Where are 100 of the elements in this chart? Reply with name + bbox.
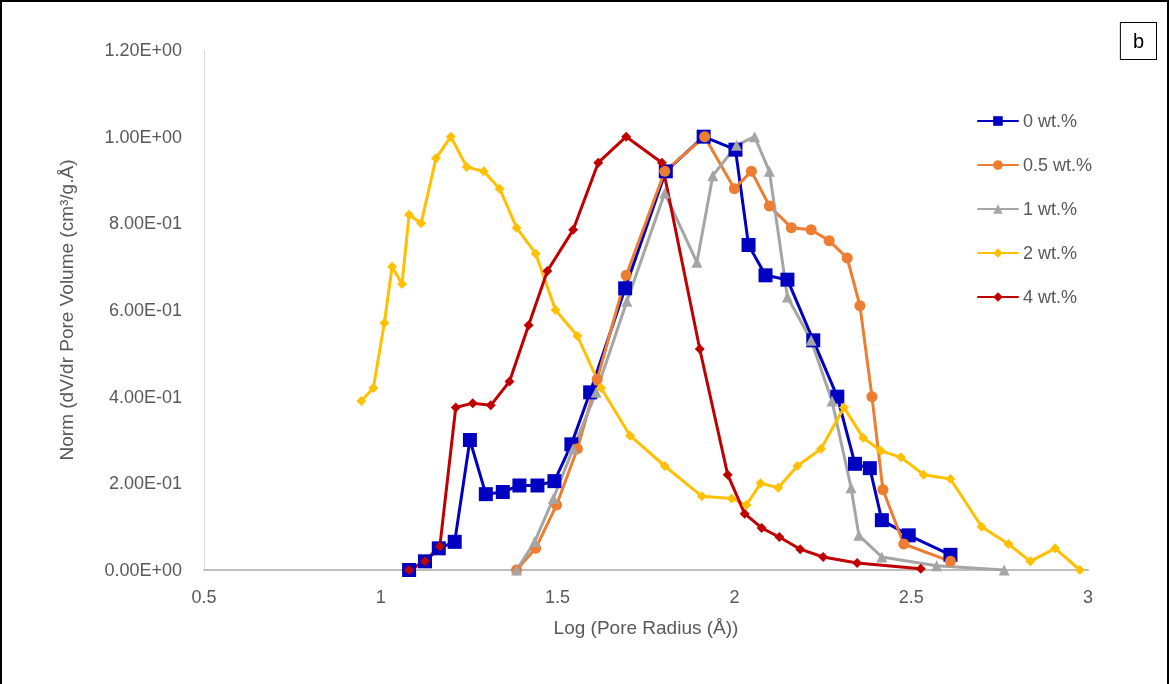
point — [495, 485, 510, 499]
point — [485, 400, 496, 411]
x-tick-label: 0.5 — [191, 587, 217, 607]
point — [773, 482, 784, 493]
point — [416, 218, 427, 229]
point — [874, 513, 889, 528]
y-tick-label: 1.20E+00 — [104, 40, 182, 60]
point — [792, 461, 803, 471]
point — [944, 555, 956, 567]
point — [430, 153, 441, 164]
point — [529, 536, 541, 548]
point — [593, 157, 604, 168]
point — [741, 238, 756, 252]
y-tick-label: 1.00E+00 — [104, 126, 182, 147]
point — [915, 563, 926, 574]
point — [621, 131, 632, 142]
point — [845, 482, 857, 494]
point — [805, 334, 817, 346]
point — [542, 266, 553, 276]
point — [998, 564, 1010, 576]
point — [618, 281, 633, 296]
point — [462, 433, 477, 447]
point — [1050, 543, 1061, 554]
legend-label: 2 wt.% — [1022, 243, 1077, 263]
point — [404, 209, 415, 220]
y-tick-label: 2.00E-01 — [108, 473, 182, 494]
point — [530, 478, 545, 493]
point — [854, 300, 866, 312]
point — [696, 491, 707, 502]
point — [523, 320, 534, 331]
point — [755, 478, 766, 489]
point — [656, 157, 667, 168]
point — [826, 395, 838, 407]
y-tick-label: 0.00E+00 — [104, 560, 182, 580]
point — [397, 279, 408, 289]
point — [1025, 556, 1036, 567]
point — [512, 478, 527, 493]
point — [591, 373, 603, 385]
point — [567, 443, 579, 455]
point — [728, 183, 740, 195]
point — [379, 318, 390, 328]
point — [659, 461, 670, 471]
point — [931, 560, 943, 572]
point — [847, 456, 862, 471]
point — [445, 131, 456, 142]
point — [550, 305, 561, 315]
point — [866, 391, 878, 403]
point — [763, 165, 775, 177]
point — [568, 224, 579, 235]
point — [726, 493, 737, 504]
point — [763, 200, 775, 212]
point — [621, 295, 633, 307]
point — [494, 183, 505, 194]
point — [895, 452, 906, 463]
point — [530, 248, 541, 259]
point — [572, 331, 583, 341]
point — [858, 432, 869, 443]
point — [1003, 539, 1014, 549]
point — [625, 430, 636, 441]
point — [805, 224, 817, 236]
point — [356, 396, 367, 406]
point — [511, 222, 522, 233]
point — [756, 522, 767, 533]
text: b — [1132, 30, 1144, 52]
point — [818, 552, 829, 562]
x-tick-label: 1 — [375, 587, 386, 607]
point — [841, 252, 853, 264]
point — [596, 383, 607, 393]
point — [816, 443, 827, 454]
point — [839, 402, 850, 413]
point — [434, 541, 445, 552]
point — [862, 461, 877, 476]
point — [976, 521, 987, 532]
point — [659, 187, 671, 199]
point — [1074, 565, 1085, 575]
point — [467, 398, 478, 409]
point — [739, 508, 750, 519]
y-tick-label: 4.00E-01 — [108, 386, 182, 407]
point — [447, 534, 462, 549]
point — [901, 528, 916, 543]
point — [898, 538, 910, 550]
point — [877, 484, 889, 496]
point — [774, 532, 785, 543]
point — [694, 344, 705, 354]
point — [780, 272, 795, 287]
point — [758, 268, 773, 283]
y-tick-label: 6.00E-01 — [108, 300, 182, 320]
point — [620, 269, 632, 281]
point — [749, 131, 761, 143]
x-tick-label: 2.5 — [898, 587, 924, 607]
legend-label: 4 wt.% — [1022, 287, 1077, 307]
point — [785, 222, 797, 234]
legend-label: 0.5 wt.% — [1022, 155, 1092, 175]
point — [547, 493, 559, 504]
point — [368, 383, 379, 393]
point — [918, 469, 929, 480]
point — [731, 139, 743, 151]
point — [707, 170, 719, 182]
point — [478, 166, 489, 177]
x-tick-label: 2 — [729, 587, 740, 607]
